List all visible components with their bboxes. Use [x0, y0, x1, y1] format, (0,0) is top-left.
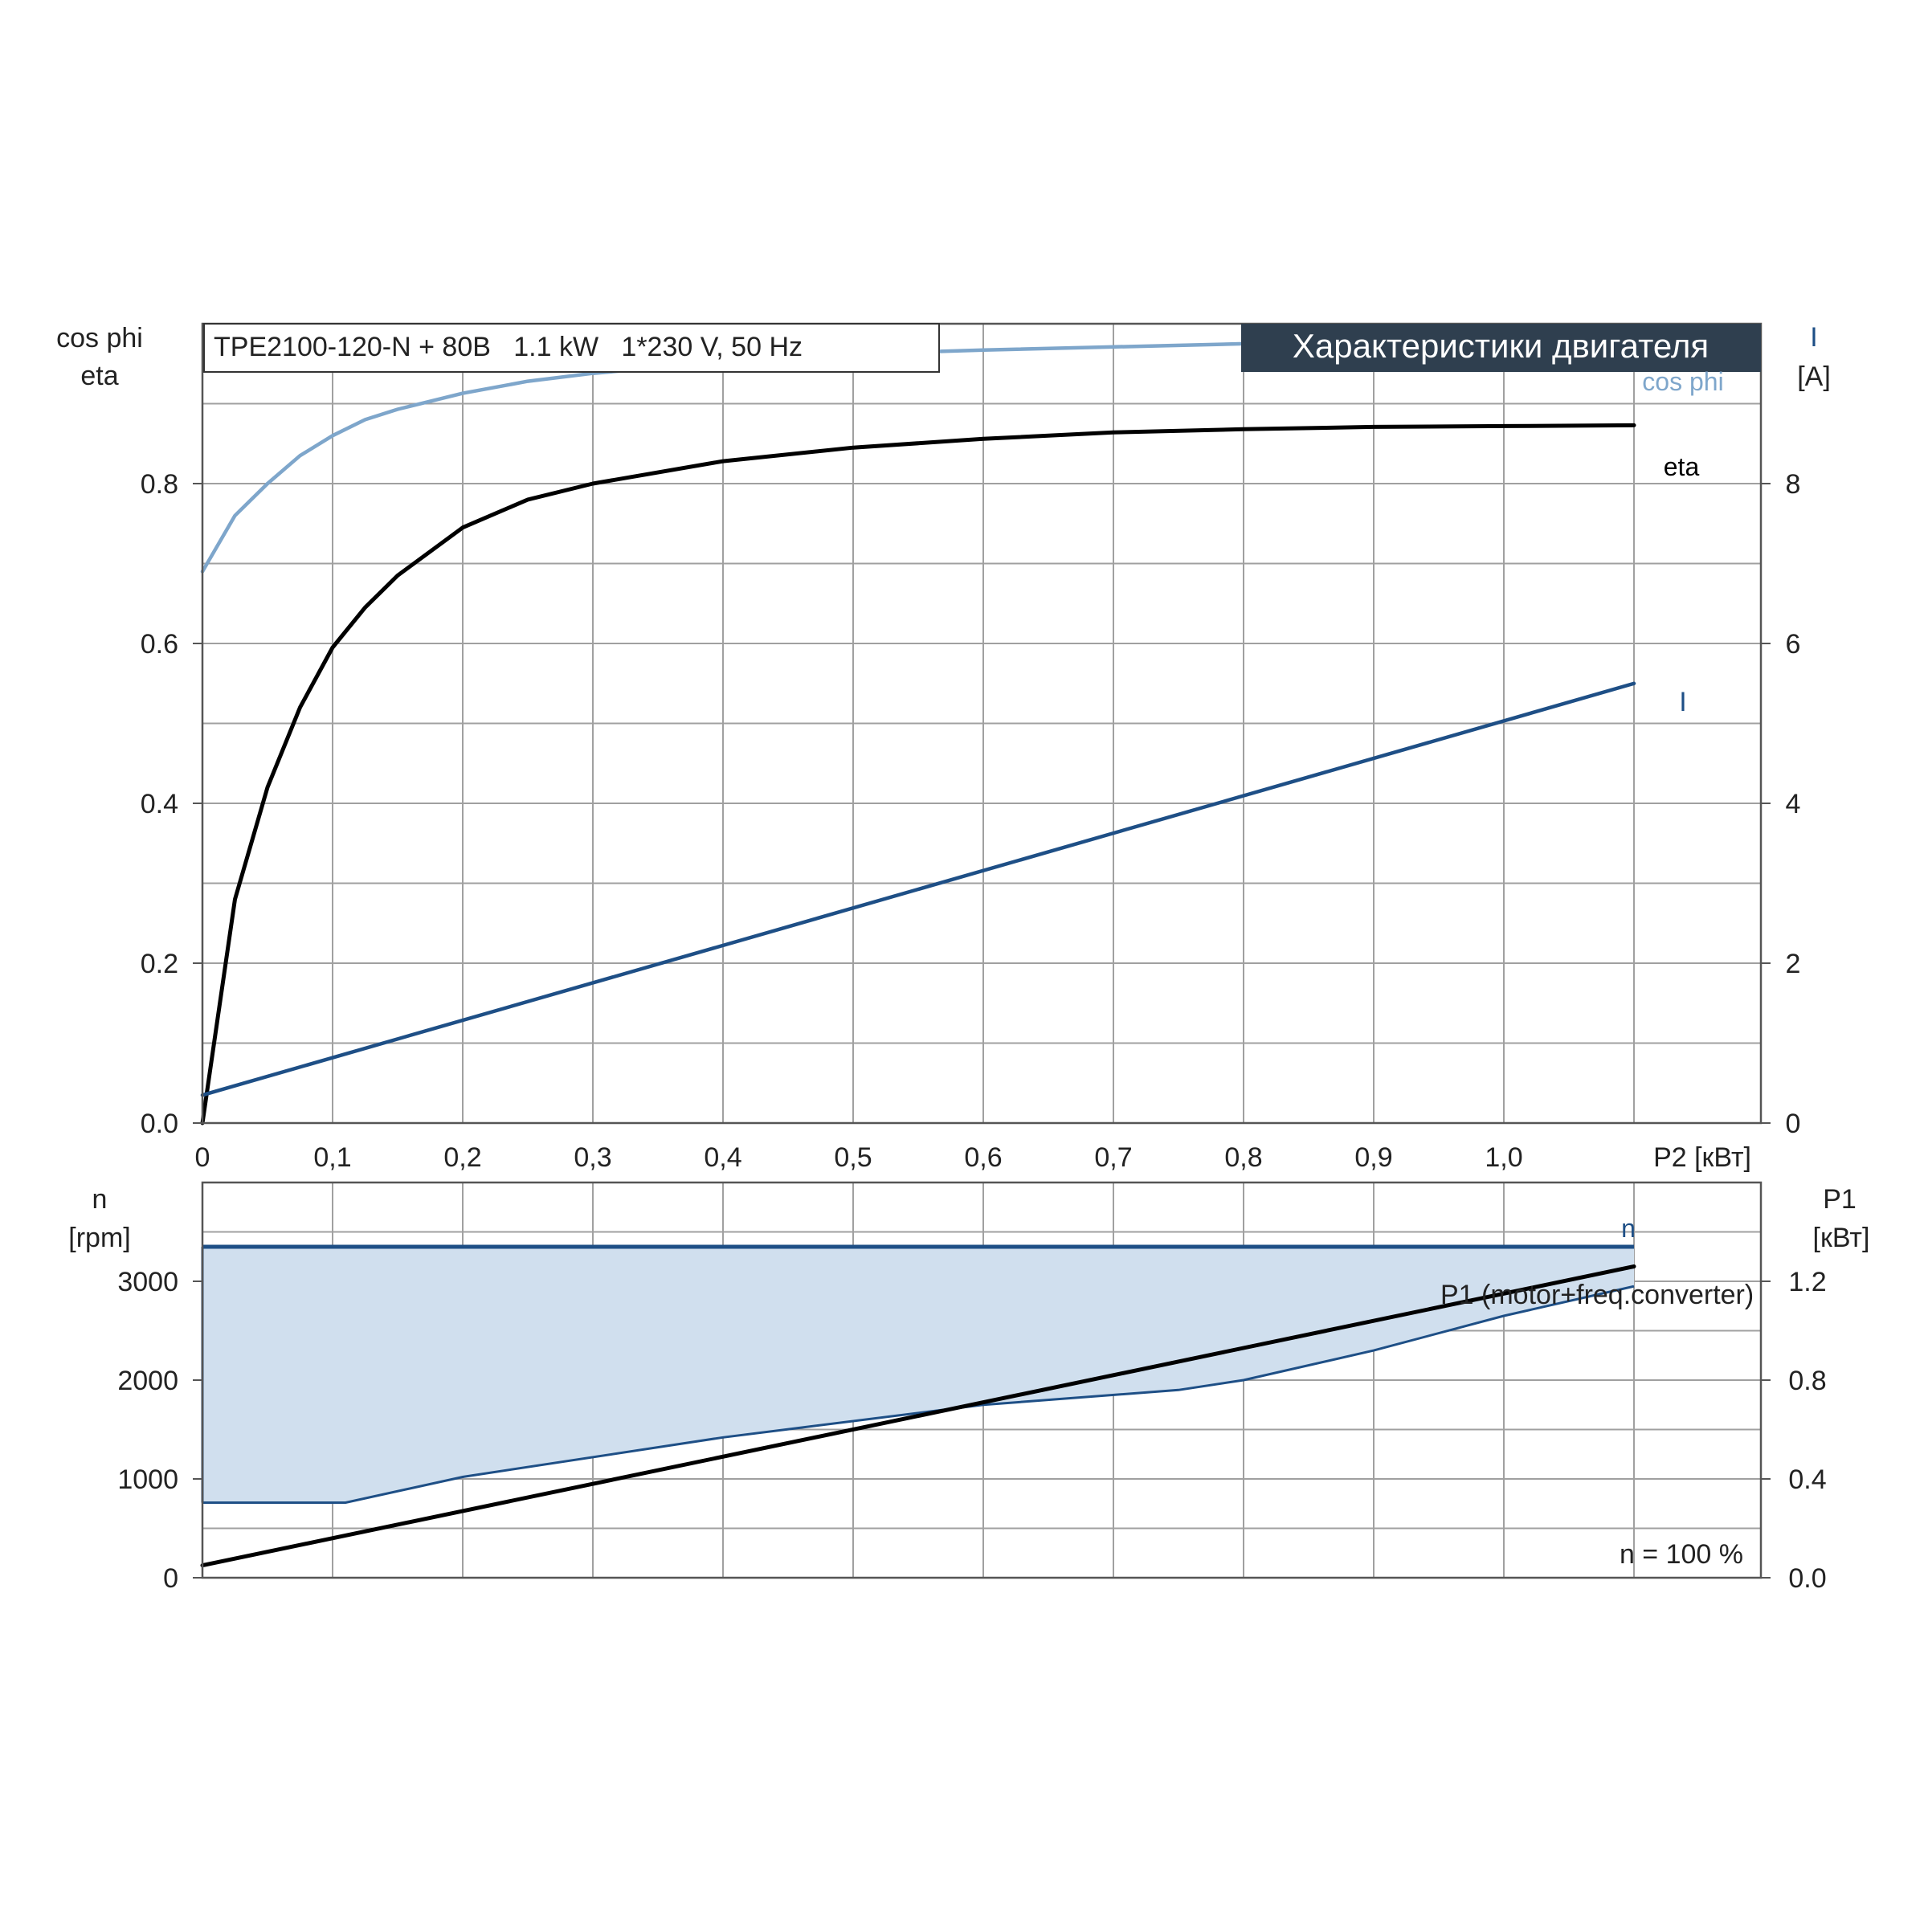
upper-y-left-tick-label: 0.0: [141, 1109, 178, 1139]
lower-area-layer: [202, 1247, 1634, 1503]
x-tick-label: 0,4: [704, 1142, 741, 1173]
series-label-speed: n: [1621, 1214, 1636, 1243]
upper-y-right-label-1: I: [1810, 322, 1817, 353]
upper-y-left-label-1: cos phi: [56, 323, 143, 353]
cos-phi-curve: [200, 335, 1636, 574]
x-tick-label: 0,2: [443, 1142, 481, 1173]
annotation-speed-percent: n = 100 %: [1620, 1539, 1743, 1570]
lower-y-right-tick-label: 0.0: [1788, 1563, 1826, 1594]
eta-curve: [200, 423, 1636, 1125]
lower-y-right-tick-label: 0.4: [1788, 1464, 1826, 1495]
lower-y-left-tick-label: 2000: [117, 1366, 178, 1396]
lower-y-right-tick-label: 0.8: [1788, 1366, 1826, 1396]
upper-series-layer: [200, 335, 1636, 1125]
upper-y-left-tick-label: 0.2: [141, 949, 178, 979]
lower-y-right-label-2: [кВт]: [1813, 1223, 1870, 1253]
upper-y-right-tick-label: 0: [1786, 1109, 1801, 1139]
x-tick-label: 1,0: [1485, 1142, 1522, 1173]
upper-y-left-tick-label: 0.4: [141, 789, 178, 819]
upper-y-left-label-2: eta: [80, 361, 118, 391]
x-tick-label: 0: [195, 1142, 210, 1173]
chart-title: Характеристики двигателя: [1293, 327, 1709, 365]
x-tick-label: 0,5: [834, 1142, 872, 1173]
current-line: [200, 681, 1636, 1097]
x-tick-label: 0,9: [1354, 1142, 1392, 1173]
upper-y-left-tick-label: 0.6: [141, 629, 178, 660]
upper-y-right-tick-label: 6: [1786, 629, 1801, 660]
series-label-cos-phi: cos phi: [1642, 367, 1723, 396]
upper-y-right-tick-label: 4: [1786, 789, 1801, 819]
x-tick-label: 0,7: [1094, 1142, 1132, 1173]
upper-x-label: P2 [кВт]: [1653, 1142, 1751, 1173]
lower-y-left-tick-label: 0: [163, 1563, 178, 1594]
lower-y-left-tick-label: 3000: [117, 1267, 178, 1297]
title-plate: [1241, 324, 1761, 372]
upper-frame: [201, 322, 1763, 1125]
upper-y-right-label-2: [A]: [1797, 361, 1831, 392]
upper-y-right-tick-label: 8: [1786, 469, 1801, 500]
x-tick-label: 0,8: [1224, 1142, 1262, 1173]
x-tick-label: 0,1: [313, 1142, 351, 1173]
lower-y-left-label-2: [rpm]: [68, 1223, 130, 1253]
model-label: TPE2100-120-N + 80B 1.1 kW 1*230 V, 50 H…: [214, 332, 803, 362]
lower-y-right-label-1: P1: [1823, 1184, 1857, 1215]
lower-y-left-tick-label: 1000: [117, 1464, 178, 1495]
p1-power-line: [200, 1264, 1636, 1568]
upper-grid: [202, 324, 1761, 1123]
min-speed-curve: [202, 1285, 1635, 1504]
upper-y-right-tick-label: 2: [1786, 949, 1801, 979]
lower-y-left-label-1: n: [92, 1184, 108, 1215]
series-label-current: I: [1679, 687, 1686, 717]
upper-y-left-tick-label: 0.8: [141, 469, 178, 500]
model-box: [203, 323, 940, 373]
lower-y-right-tick-label: 1.2: [1788, 1267, 1826, 1297]
series-label-eta: eta: [1664, 452, 1700, 481]
x-tick-label: 0,6: [964, 1142, 1002, 1173]
series-label-p1: P1 (motor+freq.converter): [1440, 1280, 1754, 1310]
x-tick-label: 0,3: [574, 1142, 611, 1173]
tick-labels: 0 0,1 0,2 0,3 0,4 0,5 0,6 0,7 0,8 0,9 1,0 0.0 0.2 0.4…: [117, 469, 1826, 1594]
speed-range-band: [202, 1247, 1634, 1503]
